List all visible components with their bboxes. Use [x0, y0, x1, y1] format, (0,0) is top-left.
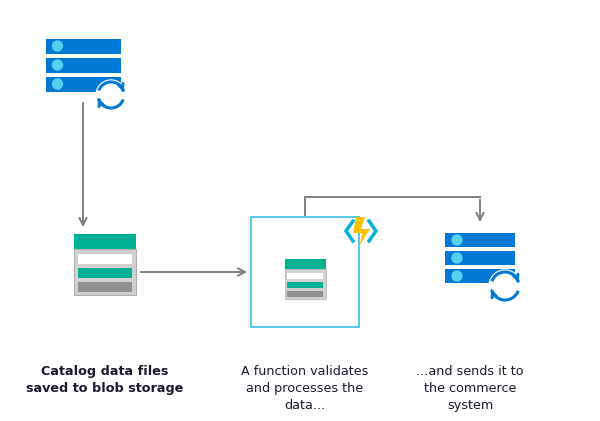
- FancyBboxPatch shape: [287, 272, 323, 279]
- Circle shape: [53, 79, 62, 89]
- FancyBboxPatch shape: [287, 290, 323, 297]
- FancyBboxPatch shape: [46, 77, 121, 91]
- Text: Catalog data files
saved to blob storage: Catalog data files saved to blob storage: [26, 365, 184, 395]
- Circle shape: [53, 60, 62, 70]
- Circle shape: [452, 253, 462, 263]
- FancyBboxPatch shape: [445, 233, 515, 247]
- Circle shape: [96, 80, 126, 110]
- FancyBboxPatch shape: [78, 254, 132, 264]
- FancyBboxPatch shape: [46, 58, 121, 72]
- FancyBboxPatch shape: [445, 269, 515, 283]
- Text: ...and sends it to
the commerce
system: ...and sends it to the commerce system: [416, 365, 524, 412]
- FancyBboxPatch shape: [445, 251, 515, 265]
- FancyBboxPatch shape: [74, 249, 136, 295]
- FancyBboxPatch shape: [284, 269, 325, 299]
- Text: A function validates
and processes the
data...: A function validates and processes the d…: [241, 365, 368, 412]
- FancyBboxPatch shape: [78, 282, 132, 292]
- Circle shape: [452, 271, 462, 281]
- Circle shape: [452, 235, 462, 245]
- FancyBboxPatch shape: [284, 259, 325, 269]
- Polygon shape: [353, 217, 370, 245]
- FancyBboxPatch shape: [46, 38, 121, 53]
- FancyBboxPatch shape: [287, 282, 323, 288]
- FancyBboxPatch shape: [78, 268, 132, 278]
- Circle shape: [53, 41, 62, 51]
- FancyBboxPatch shape: [251, 217, 359, 327]
- Circle shape: [489, 270, 521, 302]
- FancyBboxPatch shape: [74, 234, 136, 249]
